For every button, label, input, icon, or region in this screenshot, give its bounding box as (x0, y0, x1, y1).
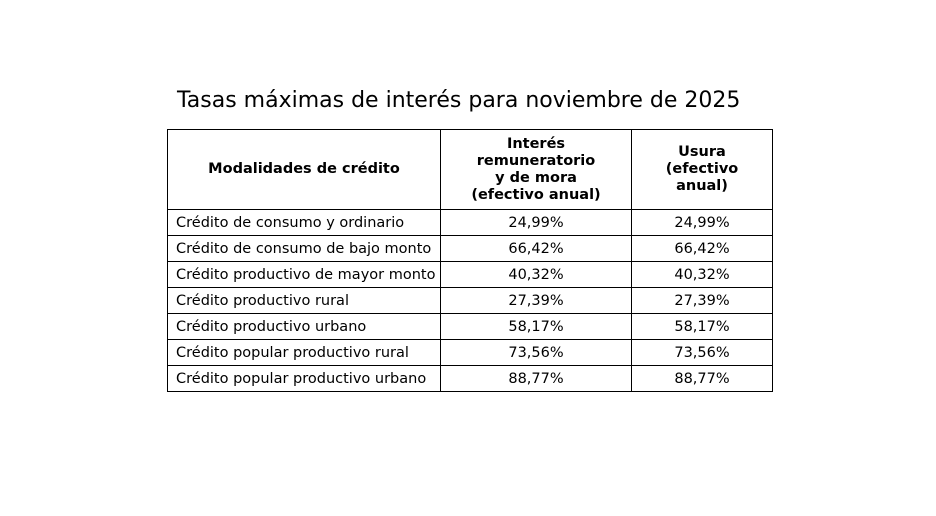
header-cell: Interés remuneratorio y de mora (efectiv… (440, 129, 632, 210)
rate-cell: 88,77% (440, 365, 632, 392)
rate-cell: 24,99% (631, 209, 773, 236)
table-row: Crédito de consumo y ordinario 24,99% 24,9… (167, 209, 773, 236)
modality-cell: Crédito de consumo y ordinario (167, 209, 441, 236)
rate-cell: 24,99% (440, 209, 632, 236)
table-head: Modalidades de crédito Interés remunerat… (167, 129, 773, 210)
table-row: Crédito de consumo de bajo monto 66,42% 66… (167, 235, 773, 262)
table-row: Crédito productivo de mayor monto 40,32% 4… (167, 261, 773, 288)
table-row: Crédito popular productivo urbano 88,77% 8… (167, 365, 773, 392)
modality-cell: Crédito productivo urbano (167, 313, 441, 340)
rate-cell: 66,42% (440, 235, 632, 262)
table-title: Tasas máximas de interés para noviembre … (177, 88, 741, 113)
modality-cell: Crédito productivo rural (167, 287, 441, 314)
modality-cell: Crédito de consumo de bajo monto (167, 235, 441, 262)
header-cell: Modalidades de crédito (167, 129, 441, 210)
table-row: Crédito popular productivo rural 73,56% 73… (167, 339, 773, 366)
header-cell: Usura (efectivo anual) (631, 129, 773, 210)
modality-cell: Crédito popular productivo urbano (167, 365, 441, 392)
rate-cell: 27,39% (440, 287, 632, 314)
table-row: Crédito productivo urbano 58,17% 58,17% (167, 313, 773, 340)
header-row: Modalidades de crédito Interés remunerat… (167, 129, 773, 210)
rate-cell: 58,17% (631, 313, 773, 340)
rate-cell: 66,42% (631, 235, 773, 262)
rate-cell: 73,56% (631, 339, 773, 366)
rate-cell: 40,32% (440, 261, 632, 288)
rate-cell: 73,56% (440, 339, 632, 366)
modality-cell: Crédito popular productivo rural (167, 339, 441, 366)
rates-table: Modalidades de crédito Interés remunerat… (167, 129, 773, 392)
rate-cell: 27,39% (631, 287, 773, 314)
rate-cell: 58,17% (440, 313, 632, 340)
rate-cell: 88,77% (631, 365, 773, 392)
modality-cell: Crédito productivo de mayor monto (167, 261, 441, 288)
rate-cell: 40,32% (631, 261, 773, 288)
table-row: Crédito productivo rural 27,39% 27,39% (167, 287, 773, 314)
table-body: Crédito de consumo y ordinario 24,99% 24,9… (167, 209, 773, 392)
